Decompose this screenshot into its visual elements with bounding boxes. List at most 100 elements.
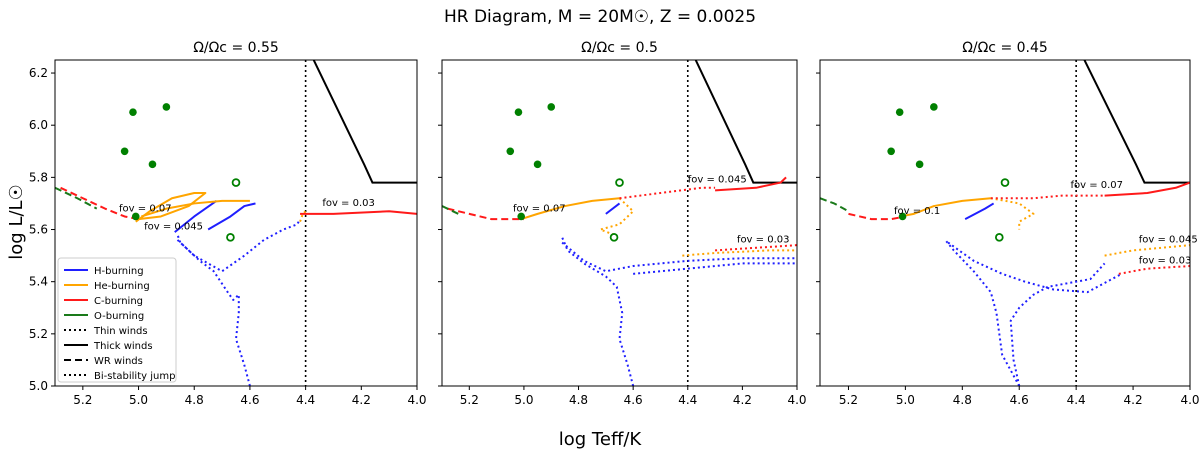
legend-label: O-burning — [94, 311, 144, 322]
fov-annotation: fov = 0.07 — [513, 203, 566, 214]
x-tick-label: 4.8 — [953, 393, 972, 407]
track-C-dashed — [447, 207, 524, 221]
observed-star-open-point — [231, 178, 241, 187]
track-H-dotted — [561, 236, 635, 386]
x-tick-label: 5.0 — [129, 393, 148, 407]
track-O-dashed — [55, 186, 98, 210]
x-tick-label: 4.4 — [296, 393, 315, 407]
y-tick-label: 5.2 — [29, 327, 48, 341]
legend: H-burning He-burning C-burning O-burning Thi… — [57, 257, 177, 383]
panel-title: Ω/Ωc = 0.55 — [193, 40, 279, 56]
track-H-dotted — [176, 234, 251, 386]
track-H-solid — [605, 202, 621, 215]
chart-panels: Ω/Ωc = 0.55 fov = 0.07 fov = 0.045 fov = 0.… — [29, 40, 1200, 407]
plot-area — [55, 60, 417, 386]
fov-annotation: fov = 0.07 — [119, 203, 172, 214]
panel-2: Ω/Ωc = 0.5 fov = 0.045 fov = 0.07 fov = 0.0… — [438, 40, 807, 407]
y-tick-label: 6.2 — [29, 66, 48, 80]
observed-star-point — [148, 160, 157, 169]
y-tick-label: 5.8 — [29, 170, 48, 184]
observed-star-point — [506, 147, 515, 156]
observed-star-point — [547, 103, 556, 111]
x-tick-label: 4.0 — [787, 393, 806, 407]
plot-area — [820, 60, 1190, 386]
plot-area — [442, 60, 797, 386]
observed-star-point — [514, 108, 523, 116]
track-C-solid — [1104, 181, 1190, 197]
track-He-solid — [141, 199, 250, 218]
observed-star-point — [898, 212, 907, 221]
track-O-dashed — [820, 197, 849, 213]
observed-star-point — [915, 160, 924, 169]
track-H-solid — [207, 202, 256, 231]
x-tick-label: 4.6 — [1010, 393, 1029, 407]
observed-star-point — [517, 212, 525, 221]
observed-star-open-point — [1000, 178, 1010, 187]
x-tick-label: 4.2 — [733, 393, 752, 407]
track-He-solid — [135, 192, 207, 223]
x-tick-label: 5.2 — [839, 393, 858, 407]
x-axis-label: log Teff/K — [559, 429, 643, 450]
fov-annotation: fov = 0.03 — [1139, 255, 1192, 266]
track-C-dotted — [1118, 265, 1190, 275]
fov-annotation: fov = 0.07 — [1070, 180, 1123, 191]
track-C-dotted — [715, 244, 797, 252]
track-He-dotted — [1104, 244, 1190, 257]
observed-star-open-point — [226, 233, 235, 242]
panel-3: Ω/Ωc = 0.45 fov = 0.07 fov = 0.1 fov = 0.04… — [816, 40, 1200, 407]
thick-winds-track — [1083, 60, 1190, 184]
legend-label: He-burning — [94, 281, 150, 292]
legend-label: Thin winds — [93, 326, 148, 337]
panel-title: Ω/Ωc = 0.5 — [581, 40, 658, 56]
legend-label: C-burning — [94, 296, 143, 307]
figure-suptitle: HR Diagram, M = 20M☉, Z = 0.0025 — [444, 7, 756, 27]
track-H-dotted — [944, 239, 1021, 386]
track-He-dotted — [682, 249, 797, 257]
observed-star-point — [131, 212, 140, 221]
panel-title: Ω/Ωc = 0.45 — [962, 40, 1048, 56]
observed-star-open-point — [995, 233, 1004, 242]
x-tick-label: 4.8 — [185, 393, 204, 407]
track-C-dashed — [60, 186, 139, 221]
y-tick-label: 5.0 — [29, 379, 48, 393]
x-tick-label: 4.4 — [678, 393, 697, 407]
axes-frame — [54, 59, 418, 387]
axes-frame — [819, 59, 1191, 387]
track-C-dotted — [619, 186, 716, 200]
x-tick-label: 4.0 — [1180, 393, 1199, 407]
thick-winds-track — [694, 60, 797, 184]
x-tick-label: 5.2 — [73, 393, 92, 407]
track-He-solid — [899, 197, 991, 218]
x-tick-label: 5.0 — [896, 393, 915, 407]
observed-star-open-point — [615, 178, 624, 187]
fov-annotation: fov = 0.03 — [737, 235, 790, 246]
thick-winds-track — [312, 60, 417, 184]
y-axis-label: log L/L☉ — [6, 184, 27, 259]
track-H-dotted — [176, 218, 301, 273]
observed-star-point — [895, 108, 904, 116]
observed-star-point — [930, 103, 938, 111]
observed-star-open-point — [609, 233, 619, 242]
x-tick-label: 5.2 — [460, 393, 479, 407]
track-He-dotted — [599, 197, 635, 236]
track-H-dotted — [633, 262, 797, 275]
track-He-solid — [520, 197, 620, 221]
x-tick-label: 4.8 — [569, 393, 588, 407]
track-H-dotted — [561, 241, 797, 273]
track-O-dashed — [442, 205, 459, 215]
track-C-solid — [715, 176, 787, 192]
axes-frame — [441, 59, 798, 387]
track-C-solid — [300, 210, 417, 215]
panel-1: Ω/Ωc = 0.55 fov = 0.07 fov = 0.045 fov = 0.… — [29, 40, 427, 407]
y-tick-label: 5.4 — [29, 275, 48, 289]
fov-annotation: fov = 0.045 — [688, 175, 747, 186]
track-C-dashed — [848, 212, 906, 221]
track-H-solid — [174, 200, 218, 233]
observed-star-point — [533, 160, 542, 169]
track-C-dotted — [990, 194, 1105, 200]
fov-annotation: fov = 0.03 — [322, 198, 375, 209]
observed-star-point — [887, 147, 895, 156]
x-tick-label: 4.6 — [624, 393, 643, 407]
y-tick-label: 5.6 — [29, 223, 48, 237]
